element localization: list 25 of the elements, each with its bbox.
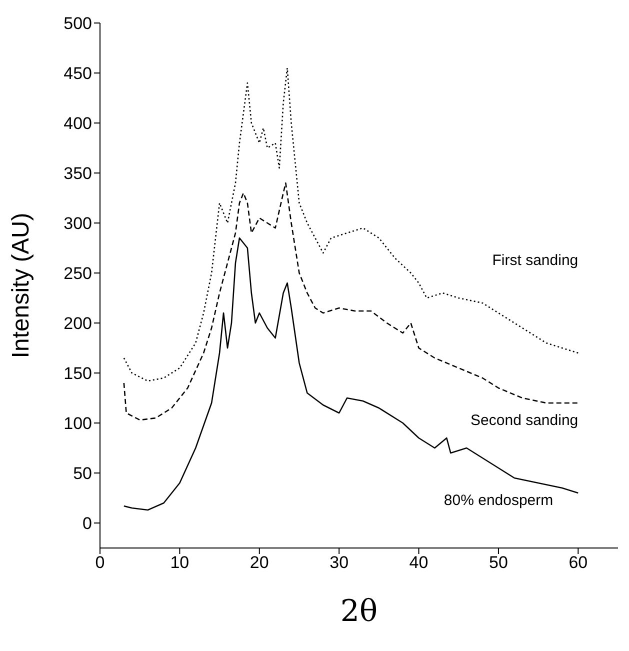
x-tick-label: 20 xyxy=(250,553,269,572)
x-tick-label: 0 xyxy=(95,553,105,572)
y-tick-label: 350 xyxy=(64,164,92,184)
y-tick-label: 400 xyxy=(64,114,92,134)
y-tick-label: 300 xyxy=(64,214,92,234)
x-tick-label: 60 xyxy=(568,553,588,572)
line-series xyxy=(123,237,579,511)
x-tick-label: 50 xyxy=(489,553,508,572)
line-series xyxy=(123,67,579,382)
x-tick-label: 40 xyxy=(409,553,428,572)
y-tick-label: 0 xyxy=(82,514,92,534)
y-tick-label: 50 xyxy=(73,464,92,484)
series-label: Second sanding xyxy=(470,412,578,429)
y-tick-label: 450 xyxy=(64,64,92,84)
y-tick-label: 250 xyxy=(64,264,92,284)
x-tick-label: 30 xyxy=(330,553,349,572)
y-tick-label: 100 xyxy=(64,414,92,434)
y-tick-label: 150 xyxy=(64,364,92,384)
x-axis-title: 2θ xyxy=(340,594,378,629)
series-label: 80% endosperm xyxy=(444,492,554,509)
y-axis-title: Intensity (AU) xyxy=(8,212,35,358)
x-tick-label: 10 xyxy=(170,553,190,572)
text: First sanding xyxy=(492,252,578,269)
y-tick-label: 200 xyxy=(64,314,92,334)
y-tick-label: 500 xyxy=(64,14,92,34)
